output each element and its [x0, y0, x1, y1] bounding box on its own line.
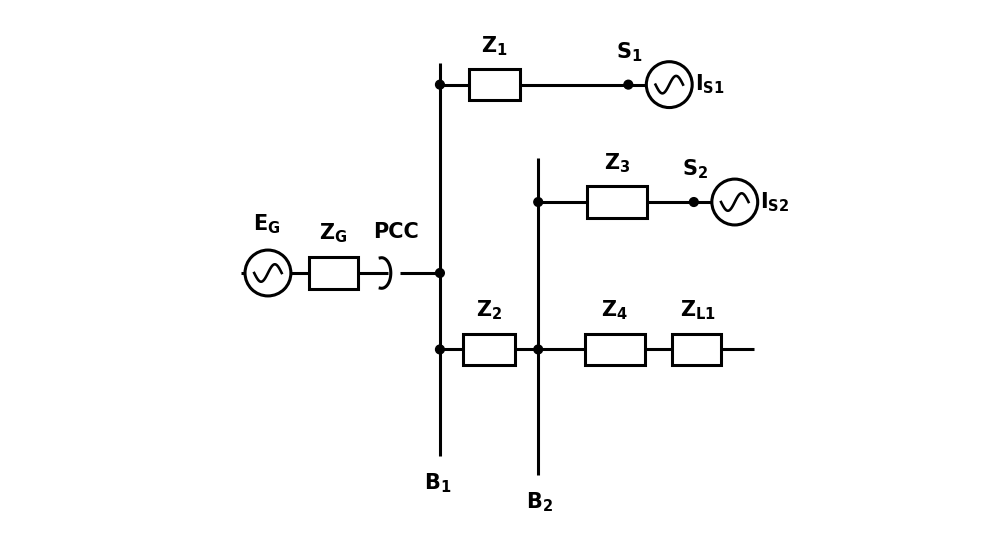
Bar — [469, 69, 520, 100]
Bar — [463, 334, 515, 365]
Bar — [587, 186, 647, 218]
Text: $\mathbf{I_{S1}}$: $\mathbf{I_{S1}}$ — [695, 73, 725, 97]
Circle shape — [436, 80, 444, 89]
Bar — [309, 257, 358, 289]
Text: $\mathbf{S_1}$: $\mathbf{S_1}$ — [616, 40, 642, 64]
Circle shape — [624, 80, 633, 89]
Circle shape — [534, 345, 543, 354]
Text: $\mathbf{I_{S2}}$: $\mathbf{I_{S2}}$ — [760, 190, 790, 214]
Text: $\mathbf{Z_{L1}}$: $\mathbf{Z_{L1}}$ — [680, 299, 716, 323]
Text: $\mathbf{B_1}$: $\mathbf{B_1}$ — [424, 471, 451, 495]
Text: $\mathbf{S_2}$: $\mathbf{S_2}$ — [682, 157, 708, 181]
Circle shape — [534, 198, 543, 206]
Circle shape — [436, 269, 444, 277]
Text: PCC: PCC — [373, 222, 419, 242]
Bar — [672, 334, 721, 365]
Circle shape — [689, 198, 698, 206]
Circle shape — [436, 345, 444, 354]
Text: $\mathbf{Z_3}$: $\mathbf{Z_3}$ — [604, 151, 631, 175]
Text: $\mathbf{Z_4}$: $\mathbf{Z_4}$ — [601, 299, 628, 323]
Text: $\mathbf{Z_G}$: $\mathbf{Z_G}$ — [319, 221, 348, 245]
Text: $\mathbf{B_2}$: $\mathbf{B_2}$ — [526, 490, 553, 514]
Bar — [585, 334, 645, 365]
Text: $\mathbf{E_G}$: $\mathbf{E_G}$ — [253, 212, 281, 236]
Text: $\mathbf{Z_2}$: $\mathbf{Z_2}$ — [476, 299, 502, 323]
Text: $\mathbf{Z_1}$: $\mathbf{Z_1}$ — [481, 34, 508, 58]
